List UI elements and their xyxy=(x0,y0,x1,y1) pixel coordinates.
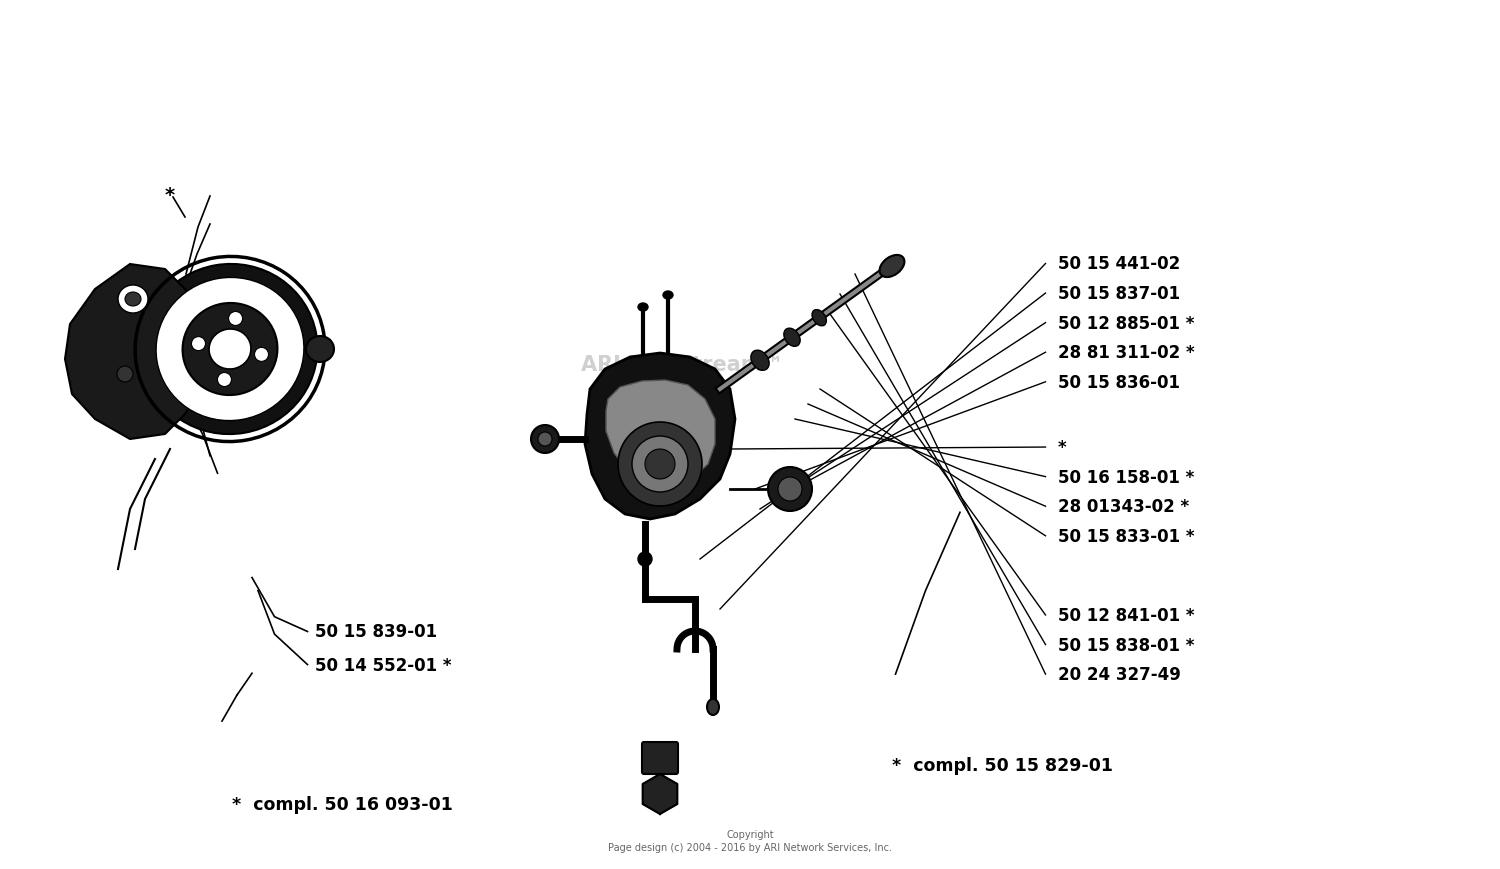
Text: 50 15 833-01 *: 50 15 833-01 * xyxy=(1058,527,1194,545)
Text: *  compl. 50 15 829-01: * compl. 50 15 829-01 xyxy=(892,756,1113,773)
Ellipse shape xyxy=(638,303,648,312)
Ellipse shape xyxy=(209,329,251,369)
Text: 50 14 561-01: 50 14 561-01 xyxy=(172,369,294,387)
Circle shape xyxy=(117,367,134,382)
Text: ARI PartStream™: ARI PartStream™ xyxy=(582,355,783,375)
Ellipse shape xyxy=(124,293,141,307)
Text: 50 15 838-01 *: 50 15 838-01 * xyxy=(1058,636,1194,653)
Circle shape xyxy=(538,433,552,447)
Text: *  compl. 50 16 093-01: * compl. 50 16 093-01 xyxy=(232,795,453,813)
Text: 50 15 836-01: 50 15 836-01 xyxy=(1058,374,1179,391)
Ellipse shape xyxy=(706,700,718,715)
Text: 50 14 552-01 *: 50 14 552-01 * xyxy=(315,656,452,673)
Text: *: * xyxy=(1058,439,1066,456)
Ellipse shape xyxy=(142,265,318,434)
Text: 50 15 839-01: 50 15 839-01 xyxy=(315,623,436,640)
Text: 50 15 441-02: 50 15 441-02 xyxy=(1058,255,1179,273)
Text: 20 24 327-49: 20 24 327-49 xyxy=(1058,666,1180,683)
Circle shape xyxy=(638,553,652,567)
Ellipse shape xyxy=(156,278,304,421)
Text: 50 12 841-01 *: 50 12 841-01 * xyxy=(1058,607,1194,624)
Text: 28 81 311-02 *: 28 81 311-02 * xyxy=(1058,344,1194,362)
Ellipse shape xyxy=(217,373,231,387)
Circle shape xyxy=(645,449,675,480)
Text: 50 14 554-01: 50 14 554-01 xyxy=(172,337,294,355)
Text: Copyright: Copyright xyxy=(726,829,774,839)
Text: 50 16 158-01 *: 50 16 158-01 * xyxy=(1058,468,1194,486)
Circle shape xyxy=(778,477,802,501)
Circle shape xyxy=(531,426,560,454)
Ellipse shape xyxy=(255,348,268,362)
Polygon shape xyxy=(585,354,735,520)
Circle shape xyxy=(618,422,702,507)
Ellipse shape xyxy=(183,303,278,395)
Text: 50 15 837-01: 50 15 837-01 xyxy=(1058,285,1179,302)
Text: 28 01343-02 *: 28 01343-02 * xyxy=(1058,498,1188,515)
Ellipse shape xyxy=(306,336,334,362)
Circle shape xyxy=(768,468,812,512)
Text: 50 12 885-01 *: 50 12 885-01 * xyxy=(1058,315,1194,332)
Ellipse shape xyxy=(752,351,770,371)
Polygon shape xyxy=(606,381,715,484)
Ellipse shape xyxy=(663,292,674,300)
Ellipse shape xyxy=(879,255,904,278)
Ellipse shape xyxy=(784,328,800,347)
Polygon shape xyxy=(642,774,678,814)
Polygon shape xyxy=(64,265,206,440)
Text: *: * xyxy=(165,185,176,204)
Ellipse shape xyxy=(812,310,826,327)
Ellipse shape xyxy=(118,286,148,314)
Circle shape xyxy=(632,436,688,493)
Ellipse shape xyxy=(192,337,206,351)
Text: Page design (c) 2004 - 2016 by ARI Network Services, Inc.: Page design (c) 2004 - 2016 by ARI Netwo… xyxy=(608,842,892,852)
FancyBboxPatch shape xyxy=(642,742,678,774)
Ellipse shape xyxy=(228,312,243,326)
